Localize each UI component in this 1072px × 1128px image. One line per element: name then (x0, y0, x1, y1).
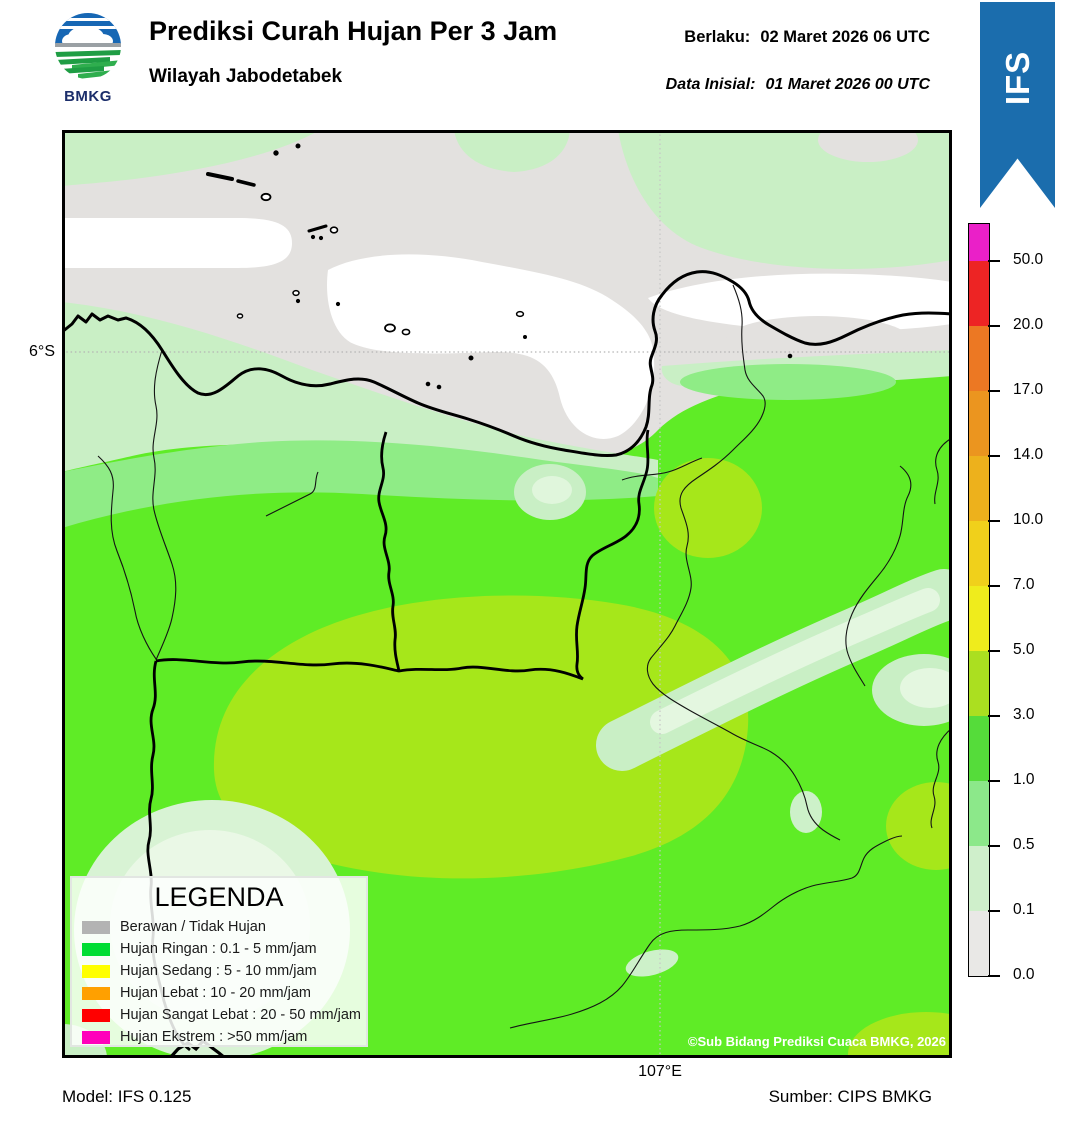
legend-swatch-sangat-lebat (82, 1008, 110, 1022)
colorbar-tick-label: 0.0 (1013, 966, 1035, 983)
colorbar-tick-label: 1.0 (1013, 771, 1035, 788)
colorbar-tick (988, 714, 1000, 717)
colorbar-segment (969, 456, 989, 521)
colorbar-segment (969, 261, 989, 326)
colorbar-tick (988, 259, 1000, 262)
colorbar-tick (988, 454, 1000, 457)
logo-text: BMKG (64, 88, 112, 105)
colorbar-segment (969, 224, 989, 261)
islands (206, 143, 793, 390)
coastline (61, 270, 953, 457)
colorbar-segment (969, 391, 989, 456)
page-title: Prediksi Curah Hujan Per 3 Jam (149, 16, 558, 46)
model-ribbon-label: IFS (998, 51, 1036, 106)
legend-swatch-ekstrem (82, 1030, 110, 1044)
map-legend: LEGENDA Berawan / Tidak Hujan Hujan Ring… (70, 876, 368, 1047)
bmkg-logo-icon (55, 13, 121, 79)
map-copyright: ©Sub Bidang Prediksi Cuaca BMKG, 2026 (688, 1034, 946, 1049)
colorbar-tick (988, 909, 1000, 912)
legend-item: Hujan Ringan : 0.1 - 5 mm/jam (82, 938, 356, 960)
legend-item-label: Hujan Lebat : 10 - 20 mm/jam (120, 985, 312, 1001)
colorbar-tick (988, 779, 1000, 782)
legend-title: LEGENDA (154, 882, 284, 912)
colorbar-segment (969, 781, 989, 846)
legend-swatch-lebat (82, 986, 110, 1000)
colorbar-tick (988, 974, 1000, 977)
legend-swatch-ringan (82, 942, 110, 956)
legend-swatch-berawan (82, 920, 110, 934)
initial-data-label: Data Inisial: (665, 76, 756, 93)
legend-item-label: Hujan Ekstrem : >50 mm/jam (120, 1029, 308, 1045)
colorbar-tick-label: 7.0 (1013, 576, 1035, 593)
bmkg-logo: BMKG (46, 10, 130, 105)
colorbar-segment (969, 651, 989, 716)
colorbar-tick-label: 5.0 (1013, 641, 1035, 658)
legend-item-label: Berawan / Tidak Hujan (120, 919, 266, 935)
initial-data-line: Data Inisial: 01 Maret 2026 00 UTC (666, 76, 930, 94)
colorbar-tick-label: 50.0 (1013, 251, 1044, 268)
colorbar-tick (988, 649, 1000, 652)
latitude-tick-label: 6°S (29, 343, 55, 360)
initial-data-value: 01 Maret 2026 00 UTC (765, 76, 930, 93)
legend-item: Hujan Lebat : 10 - 20 mm/jam (82, 982, 356, 1004)
district-boundaries (97, 284, 953, 1029)
legend-swatch-sedang (82, 964, 110, 978)
colorbar-tick-label: 14.0 (1013, 446, 1044, 463)
colorbar-segment (969, 716, 989, 781)
colorbar-tick-label: 10.0 (1013, 511, 1044, 528)
model-ribbon: IFS (980, 2, 1055, 208)
rainfall-colorbar: 50.0 20.0 17.0 14.0 10.0 7.0 5.0 3.0 1.0… (968, 223, 1043, 983)
colorbar-tick (988, 389, 1000, 392)
colorbar-segment (969, 846, 989, 911)
colorbar-tick (988, 584, 1000, 587)
colorbar-tick-label: 3.0 (1013, 706, 1035, 723)
model-label: Model: IFS 0.125 (62, 1087, 192, 1106)
legend-item: Hujan Ekstrem : >50 mm/jam (82, 1026, 356, 1048)
legend-item-label: Hujan Sedang : 5 - 10 mm/jam (120, 963, 317, 979)
colorbar-tick (988, 324, 1000, 327)
legend-item: Hujan Sedang : 5 - 10 mm/jam (82, 960, 356, 982)
source-label: Sumber: CIPS BMKG (768, 1087, 932, 1106)
longitude-tick-label: 107°E (638, 1063, 682, 1080)
legend-item: Berawan / Tidak Hujan (82, 916, 356, 938)
colorbar-segment (969, 326, 989, 391)
colorbar-segment (969, 521, 989, 586)
colorbar-tick-label: 0.5 (1013, 836, 1035, 853)
legend-item-label: Hujan Sangat Lebat : 20 - 50 mm/jam (120, 1007, 361, 1023)
valid-time-label: Berlaku: (684, 28, 751, 46)
colorbar-tick-label: 20.0 (1013, 316, 1044, 333)
valid-time-value: 02 Maret 2026 06 UTC (760, 28, 930, 46)
rainfall-map: ©Sub Bidang Prediksi Cuaca BMKG, 2026 LE… (17, 118, 1004, 1096)
colorbar-tick (988, 519, 1000, 522)
colorbar-tick-label: 17.0 (1013, 381, 1044, 398)
colorbar-segment (969, 911, 989, 976)
valid-time-line: Berlaku: 02 Maret 2026 06 UTC (684, 28, 930, 47)
legend-item-label: Hujan Ringan : 0.1 - 5 mm/jam (120, 941, 317, 957)
legend-item: Hujan Sangat Lebat : 20 - 50 mm/jam (82, 1004, 361, 1026)
colorbar-segment (969, 586, 989, 651)
page-subtitle: Wilayah Jabodetabek (149, 66, 343, 87)
colorbar-tick (988, 844, 1000, 847)
colorbar-tick-label: 0.1 (1013, 901, 1035, 918)
